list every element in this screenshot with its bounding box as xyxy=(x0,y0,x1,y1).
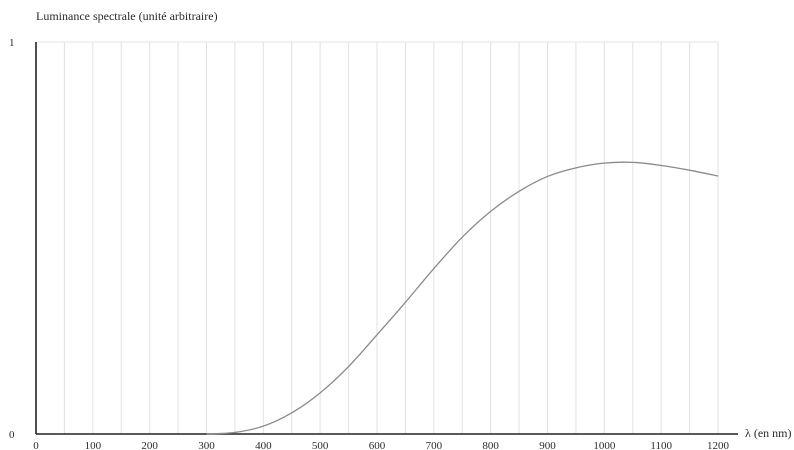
series-line xyxy=(206,161,719,435)
x-tick-label: 900 xyxy=(539,440,556,450)
x-tick-label: 800 xyxy=(482,440,499,450)
y-tick-label: 0 xyxy=(9,429,15,441)
y-axis-label: Luminance spectrale (unité arbitraire) xyxy=(36,9,218,23)
x-axis-label: λ (en nm) xyxy=(745,426,791,440)
tick-labels: 0 100 200 300 400 500 600 700 800 900 1000 1100 1200… xyxy=(9,37,730,450)
x-tick-label: 700 xyxy=(426,440,443,450)
y-tick-label: 1 xyxy=(9,37,15,49)
x-tick-label: 600 xyxy=(369,440,386,450)
x-tick-label: 1000 xyxy=(593,440,616,450)
x-tick-label: 300 xyxy=(198,440,215,450)
x-tick-label: 100 xyxy=(85,440,102,450)
grid-lines xyxy=(36,41,719,434)
x-tick-label: 200 xyxy=(141,440,158,450)
x-tick-label: 1100 xyxy=(650,440,672,450)
x-tick-label: 0 xyxy=(33,440,39,450)
series-layer xyxy=(206,161,719,435)
x-tick-label: 400 xyxy=(255,440,272,450)
axes xyxy=(35,42,738,435)
x-tick-label: 1200 xyxy=(707,440,730,450)
x-tick-label: 500 xyxy=(312,440,329,450)
